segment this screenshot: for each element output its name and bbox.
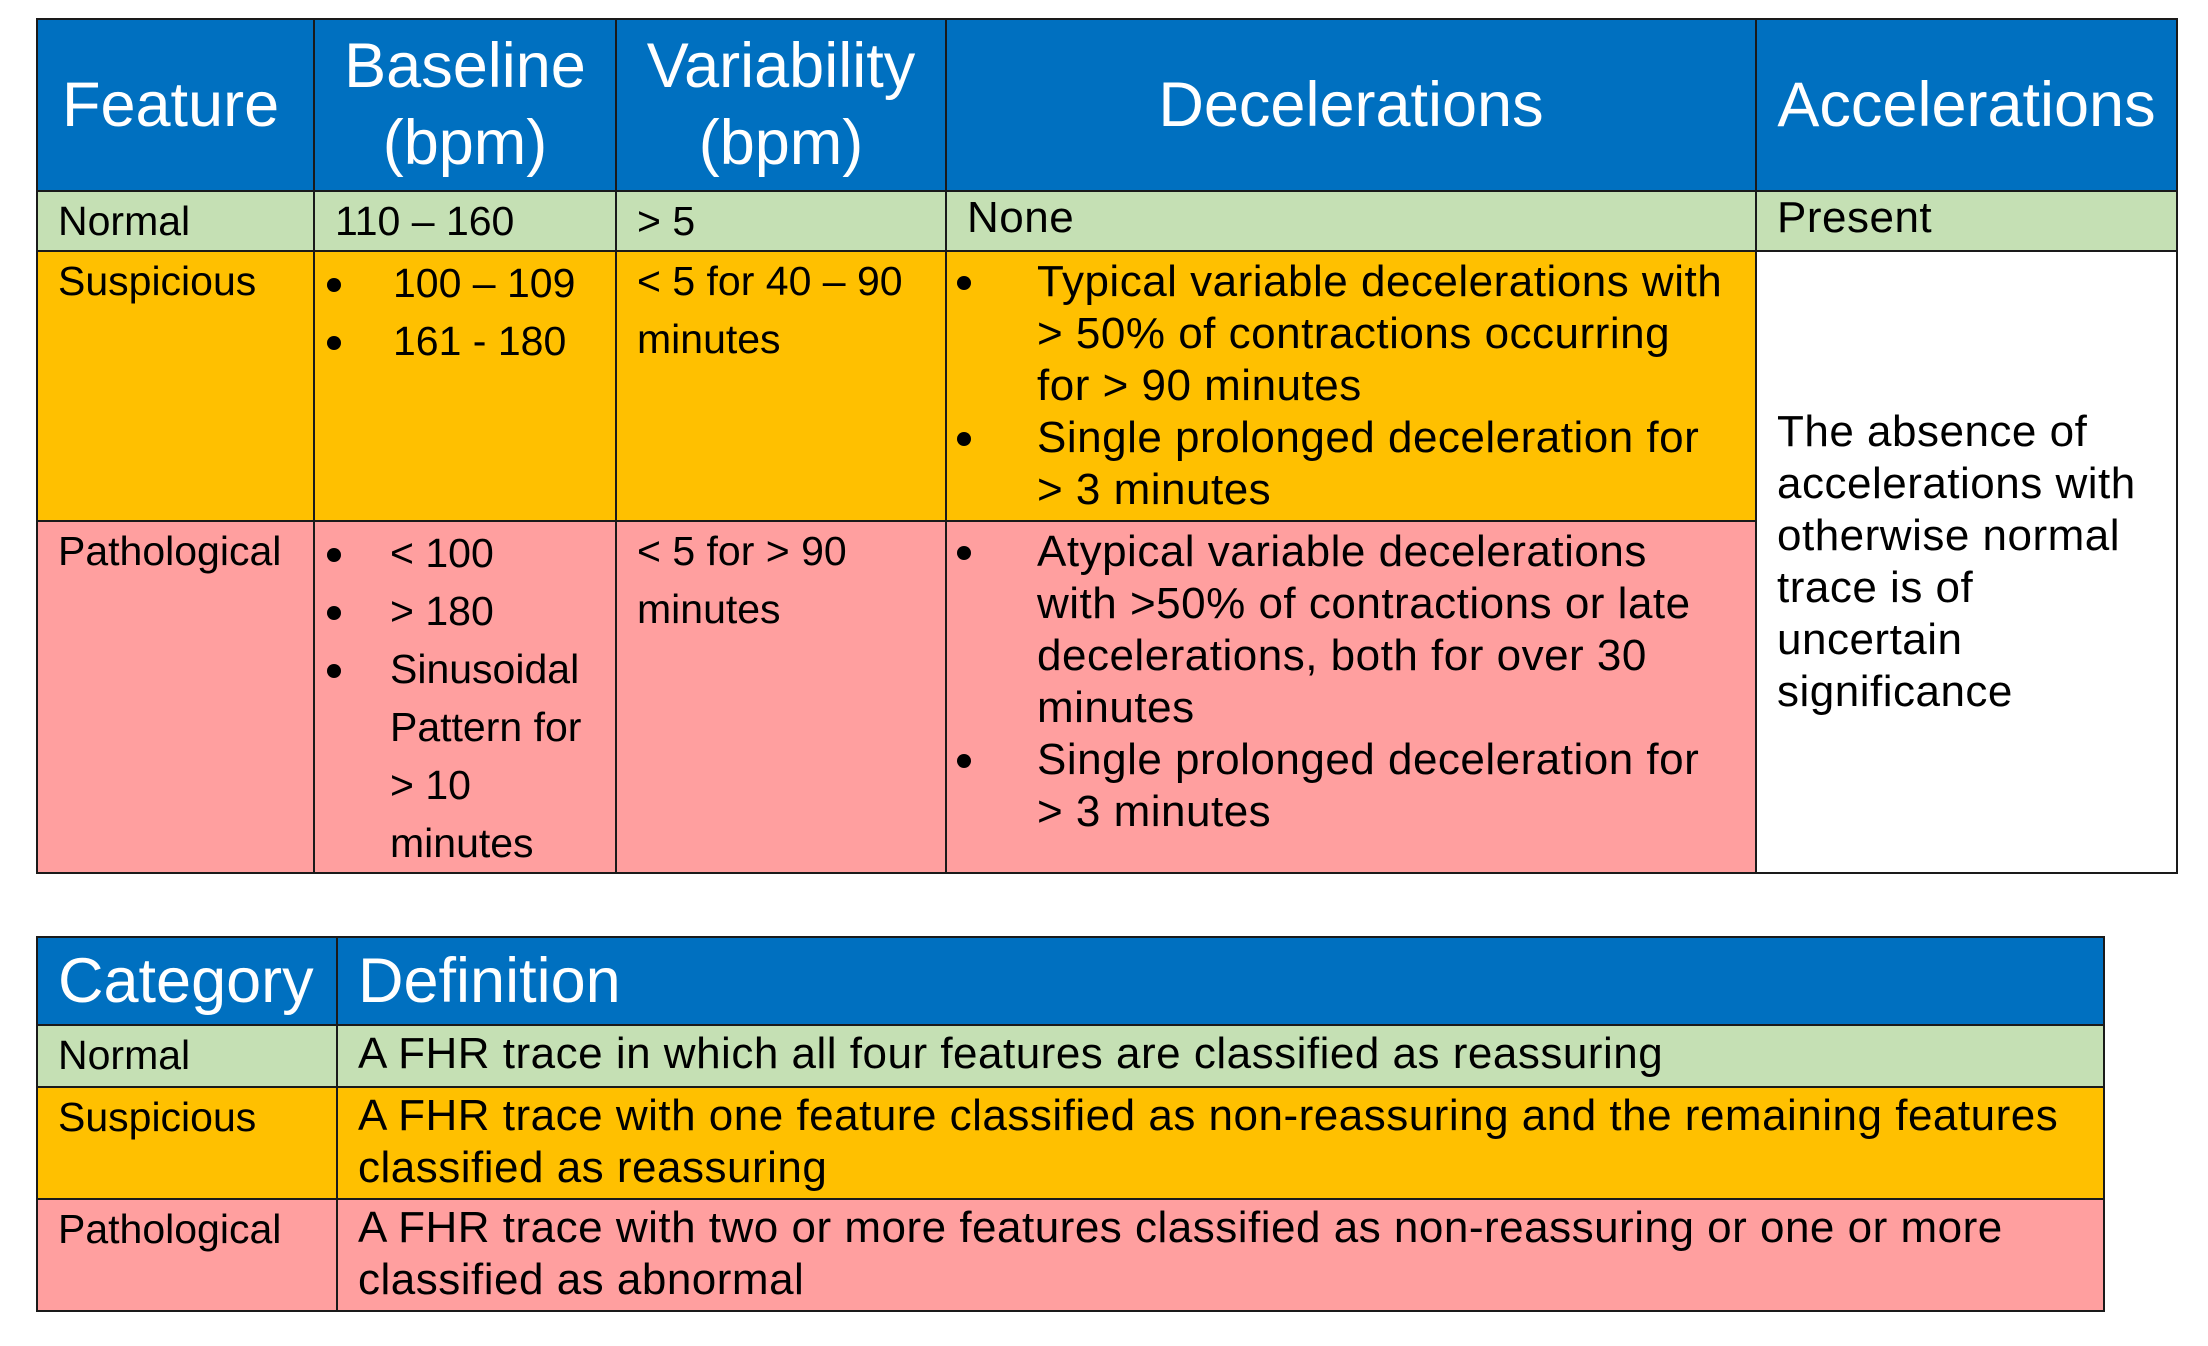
suspicious-decelerations: Typical variable decelerations with > 50… <box>945 250 1757 522</box>
pathological-baseline-item: Sinusoidal Pattern for > 10 minutes <box>327 640 595 872</box>
header-accelerations: Accelerations <box>1755 18 2178 192</box>
pathological-baseline-item: < 100 <box>327 524 595 582</box>
suspicious-label: Suspicious <box>36 250 315 522</box>
accelerations-note: The absence of accelerations with otherw… <box>1755 250 2178 874</box>
suspicious-baseline-item: 100 – 109 <box>327 254 595 312</box>
category-pathological-label: Pathological <box>36 1198 338 1312</box>
normal-label: Normal <box>36 190 315 252</box>
suspicious-deceleration-item: Typical variable decelerations with > 50… <box>957 256 1735 412</box>
header-variability-text: Variability (bpm) <box>646 31 916 178</box>
header-baseline-text: Baseline (bpm) <box>344 31 586 178</box>
fhr-categories-table: Category Definition Normal A FHR trace i… <box>36 936 2105 1312</box>
normal-accelerations: Present <box>1755 190 2178 252</box>
category-pathological-definition: A FHR trace with two or more features cl… <box>336 1198 2105 1312</box>
category-suspicious-definition: A FHR trace with one feature classified … <box>336 1086 2105 1200</box>
header-variability: Variability (bpm) <box>615 18 947 192</box>
categories-header-row: Category Definition <box>36 936 2105 1026</box>
header-decelerations: Decelerations <box>945 18 1757 192</box>
header-definition: Definition <box>336 936 2105 1026</box>
features-header-row: Feature Baseline (bpm) Variability (bpm)… <box>36 18 2178 192</box>
suspicious-baseline: 100 – 109 161 - 180 <box>313 250 617 522</box>
normal-decelerations: None <box>945 190 1757 252</box>
header-category: Category <box>36 936 338 1026</box>
fhr-features-table: Feature Baseline (bpm) Variability (bpm)… <box>36 18 2178 874</box>
suspicious-deceleration-item: Single prolonged deceleration for > 3 mi… <box>957 412 1735 516</box>
pathological-variability: < 5 for > 90 minutes <box>615 520 947 874</box>
category-suspicious-label: Suspicious <box>36 1086 338 1200</box>
features-row-pathological: Pathological < 100 > 180 Sinusoidal Patt… <box>36 520 2177 874</box>
normal-baseline: 110 – 160 <box>313 190 617 252</box>
pathological-baseline: < 100 > 180 Sinusoidal Pattern for > 10 … <box>313 520 617 874</box>
suspicious-variability: < 5 for 40 – 90 minutes <box>615 250 947 522</box>
pathological-decelerations: Atypical variable decelerations with >50… <box>945 520 1757 874</box>
pathological-label: Pathological <box>36 520 315 874</box>
suspicious-baseline-item: 161 - 180 <box>327 312 595 370</box>
pathological-deceleration-item: Atypical variable decelerations with >50… <box>957 526 1735 734</box>
category-row-pathological: Pathological A FHR trace with two or mor… <box>36 1198 2105 1312</box>
category-row-suspicious: Suspicious A FHR trace with one feature … <box>36 1086 2105 1200</box>
header-feature: Feature <box>36 18 315 192</box>
normal-variability: > 5 <box>615 190 947 252</box>
category-normal-definition: A FHR trace in which all four features a… <box>336 1024 2105 1088</box>
pathological-deceleration-item: Single prolonged deceleration for > 3 mi… <box>957 734 1735 838</box>
features-row-suspicious: Suspicious 100 – 109 161 - 180 < 5 for 4… <box>36 250 2178 874</box>
features-row-normal: Normal 110 – 160 > 5 None Present <box>36 190 2178 252</box>
category-normal-label: Normal <box>36 1024 338 1088</box>
pathological-baseline-item: > 180 <box>327 582 595 640</box>
header-baseline: Baseline (bpm) <box>313 18 617 192</box>
category-row-normal: Normal A FHR trace in which all four fea… <box>36 1024 2105 1088</box>
